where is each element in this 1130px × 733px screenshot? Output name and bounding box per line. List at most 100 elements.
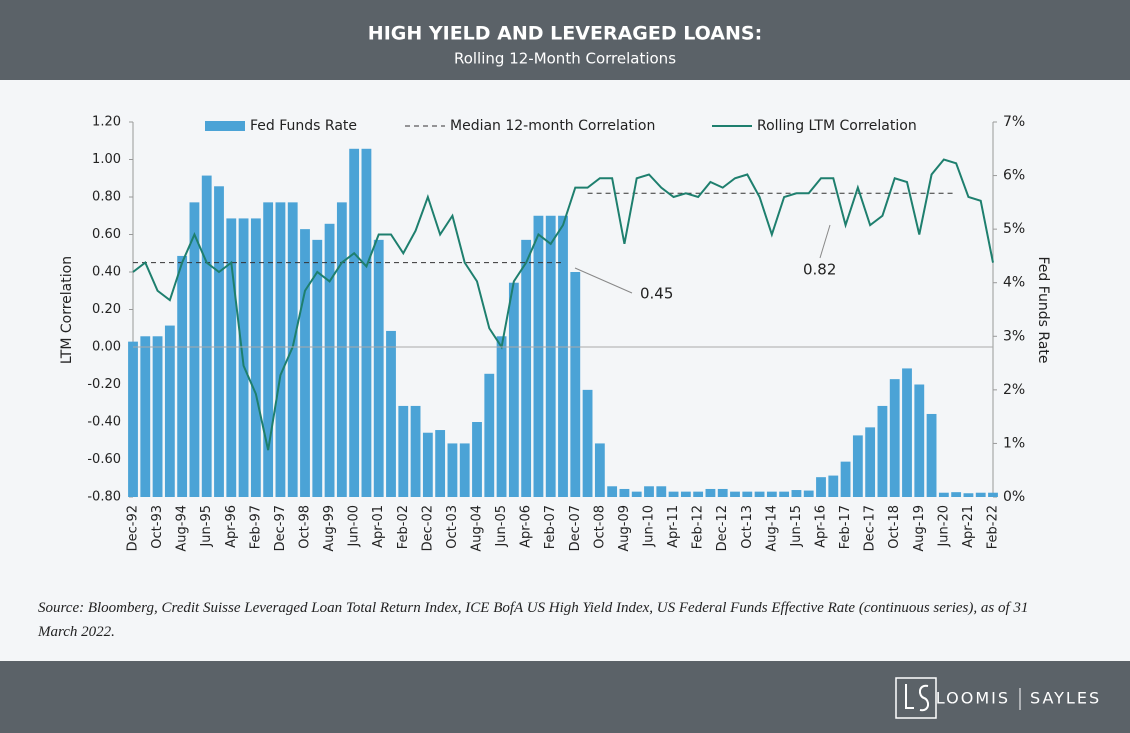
bar xyxy=(693,491,704,497)
y-tick-label: 0.40 xyxy=(92,265,121,280)
x-tick-label: Apr-01 xyxy=(371,505,386,548)
x-tick-label: Dec-07 xyxy=(568,505,583,551)
x-tick-label: Oct-03 xyxy=(445,505,460,549)
bar xyxy=(336,202,347,497)
x-tick-label: Aug-99 xyxy=(322,505,337,552)
brand-name: LOOMIS xyxy=(936,689,1010,708)
y-tick-label: -0.80 xyxy=(87,490,121,505)
bar xyxy=(558,215,568,497)
y2-tick-label: 7% xyxy=(1003,114,1025,130)
x-tick-label: Dec-97 xyxy=(273,505,288,551)
bar xyxy=(484,373,495,497)
x-tick-label: Dec-92 xyxy=(126,505,141,551)
x-tick-label: Apr-11 xyxy=(666,505,681,548)
bar xyxy=(263,202,274,497)
bar xyxy=(521,239,532,497)
chart-title: HIGH YIELD AND LEVERAGED LOANS: xyxy=(368,23,762,45)
y2-tick-label: 2% xyxy=(1003,382,1025,398)
bar xyxy=(631,491,642,497)
bar xyxy=(644,486,654,497)
x-tick-label: Dec-12 xyxy=(715,505,730,551)
bar xyxy=(447,443,458,497)
y-tick-label: 1.20 xyxy=(92,115,121,130)
bar xyxy=(938,492,949,497)
bar xyxy=(128,341,138,497)
bar xyxy=(312,239,323,497)
bar xyxy=(926,413,937,497)
bar xyxy=(349,148,360,498)
x-tick-label: Feb-12 xyxy=(691,505,706,549)
annotation-leader xyxy=(819,224,831,259)
bar xyxy=(828,475,839,497)
bar xyxy=(988,492,998,497)
x-tick-label: Oct-13 xyxy=(740,505,755,549)
header-band xyxy=(0,0,1130,80)
line xyxy=(132,158,994,451)
bar xyxy=(373,239,384,497)
bar xyxy=(275,202,286,497)
x-tick-label: Aug-04 xyxy=(470,505,485,552)
bar xyxy=(730,491,740,497)
x-tick-label: Aug-14 xyxy=(764,505,779,552)
x-tick-label: Dec-17 xyxy=(863,505,878,551)
bar xyxy=(668,491,679,497)
legend-label: Median 12-month Correlation xyxy=(450,118,655,134)
bar xyxy=(791,490,802,497)
bar xyxy=(152,336,163,497)
bar xyxy=(324,223,335,498)
legend-label: Rolling LTM Correlation xyxy=(757,118,917,134)
annotation-leader xyxy=(574,267,633,294)
y-axis-title: LTM Correlation xyxy=(59,256,75,364)
annotation: 0.82 xyxy=(803,261,836,279)
bar xyxy=(472,422,482,497)
bar xyxy=(975,492,986,497)
bar xyxy=(963,493,974,497)
bar xyxy=(656,486,667,497)
bar xyxy=(607,486,618,497)
bar xyxy=(177,255,188,497)
bar xyxy=(754,491,765,497)
x-tick-label: Oct-08 xyxy=(592,505,607,549)
bar xyxy=(865,427,876,497)
x-tick-label: Aug-94 xyxy=(175,505,190,552)
y2-tick-label: 6% xyxy=(1003,168,1025,184)
bar xyxy=(189,202,200,497)
bar xyxy=(250,218,261,497)
bar xyxy=(619,488,630,497)
y2-tick-label: 4% xyxy=(1003,275,1025,291)
y-tick-label: -0.20 xyxy=(87,377,121,392)
x-tick-label: Aug-09 xyxy=(617,505,632,552)
bar xyxy=(398,405,409,497)
x-tick-label: Apr-16 xyxy=(814,505,829,548)
bar xyxy=(201,175,212,498)
source-note: Source: Bloomberg, Credit Suisse Leverag… xyxy=(38,600,1029,640)
x-tick-label: Feb-07 xyxy=(543,505,558,549)
bar xyxy=(459,443,470,497)
bar xyxy=(705,488,716,497)
bar xyxy=(422,432,433,497)
bar xyxy=(287,202,298,497)
legend-swatch xyxy=(205,121,245,131)
bar xyxy=(766,491,777,497)
bar xyxy=(582,389,593,497)
bar xyxy=(570,272,581,497)
logo-mark xyxy=(895,677,937,719)
y-tick-label: 0.60 xyxy=(92,227,121,242)
brand-name: SAYLES xyxy=(1030,689,1101,708)
annotation: 0.45 xyxy=(640,285,673,303)
bar xyxy=(840,461,851,497)
x-tick-label: Jun-10 xyxy=(642,505,657,548)
bar xyxy=(214,186,224,498)
legend-label: Fed Funds Rate xyxy=(250,118,357,134)
x-tick-label: Apr-96 xyxy=(224,505,239,548)
bar xyxy=(779,491,790,497)
x-tick-label: Jun-95 xyxy=(199,505,214,548)
x-tick-label: Feb-02 xyxy=(396,505,411,549)
bar xyxy=(803,490,814,497)
y-tick-label: -0.60 xyxy=(87,452,121,467)
bar xyxy=(545,215,556,497)
bar xyxy=(226,218,237,497)
bar xyxy=(164,325,175,497)
